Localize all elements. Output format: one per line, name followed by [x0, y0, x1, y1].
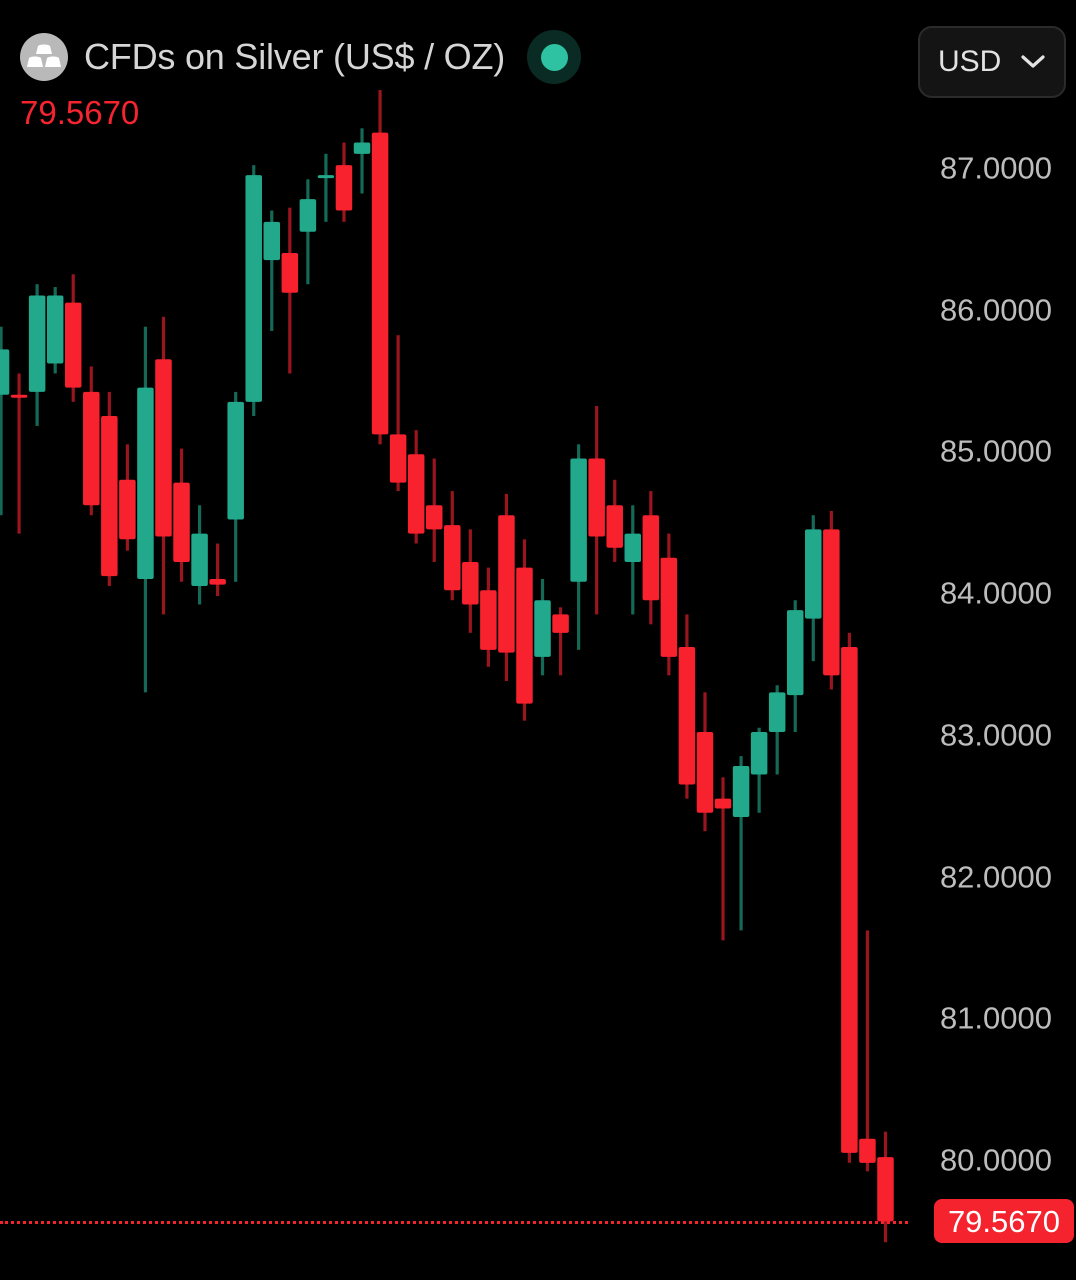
candle-body — [823, 529, 840, 676]
candle-body — [444, 525, 461, 591]
candle-wick — [306, 179, 310, 285]
last-price-value: 79.5670 — [20, 94, 140, 131]
candle-body — [552, 614, 569, 633]
candle-body — [227, 401, 244, 520]
page-title: CFDs on Silver (US$ / OZ) — [84, 36, 506, 77]
symbol-row[interactable]: CFDs on Silver (US$ / OZ) — [20, 30, 582, 84]
candle-body — [209, 578, 226, 585]
candle-body — [570, 458, 587, 582]
candle-body — [877, 1157, 894, 1222]
candle-body — [534, 600, 551, 657]
candle-body — [281, 253, 299, 293]
axis-label: 86.0000 — [939, 292, 1052, 328]
candle-body — [714, 798, 732, 809]
current-price-badge: 79.5670 — [933, 1199, 1074, 1244]
candle-body — [750, 732, 768, 775]
candle-body — [353, 142, 371, 154]
axis-label: 81.0000 — [939, 1000, 1052, 1036]
candle-wick — [721, 777, 725, 941]
candle-body — [588, 458, 605, 537]
candle-body — [119, 479, 136, 540]
candle-body — [137, 387, 154, 579]
chart-header: CFDs on Silver (US$ / OZ) 79.5670 USD — [0, 0, 1076, 129]
candle-body — [425, 505, 443, 530]
candle-body — [660, 557, 678, 657]
candlestick-chart[interactable] — [0, 0, 908, 1280]
candle-body — [263, 221, 281, 261]
candle-body — [335, 165, 353, 211]
candle-body — [805, 529, 822, 619]
candle-body — [696, 732, 714, 813]
silver-bars-icon — [20, 33, 68, 81]
candle-body — [83, 391, 100, 506]
candle-layer — [0, 90, 894, 1243]
candle-body — [101, 416, 118, 577]
candle-body — [407, 454, 425, 534]
market-open-dot-icon — [527, 30, 582, 84]
candle-body — [173, 482, 190, 562]
candle-body — [606, 505, 623, 548]
candle-body — [732, 766, 750, 818]
candle-body — [10, 394, 28, 398]
candle-wick — [17, 373, 21, 534]
candle-body — [389, 434, 407, 483]
candle-wick — [558, 607, 563, 676]
candle-body — [480, 590, 497, 650]
candle-body — [28, 295, 46, 392]
candle-body — [786, 610, 804, 696]
candle-body — [462, 561, 479, 605]
candle-body — [64, 302, 82, 388]
candle-body — [642, 515, 660, 601]
candle-wick — [739, 756, 743, 931]
axis-label: 80.0000 — [939, 1142, 1052, 1178]
candle-body — [624, 533, 642, 562]
current-price-line — [0, 1221, 908, 1225]
current-price-badge-text: 79.5670 — [947, 1203, 1060, 1239]
candle-body — [768, 692, 786, 733]
candle-body — [46, 295, 64, 364]
status-dot — [540, 43, 568, 71]
candle-wick — [324, 153, 328, 222]
price-axis[interactable]: 87.0000 86.0000 85.0000 84.0000 83.0000 82.00… — [908, 0, 1076, 1280]
chevron-down-icon — [1020, 54, 1046, 70]
candle-body — [859, 1138, 876, 1163]
candle-body — [245, 175, 262, 402]
candle-body — [317, 175, 335, 179]
candle-body — [371, 132, 389, 435]
candle-wick — [270, 210, 274, 331]
currency-selected-value: USD — [938, 45, 1002, 78]
candle-wick — [396, 335, 400, 492]
candle-wick — [0, 326, 3, 516]
candle-body — [678, 646, 696, 785]
candle-body — [498, 515, 515, 653]
axis-label: 82.0000 — [939, 859, 1052, 895]
candle-body — [841, 646, 858, 1153]
candle-body — [516, 567, 533, 704]
candle-body — [0, 349, 10, 395]
candle-wick — [216, 543, 220, 596]
axis-label: 85.0000 — [939, 433, 1052, 469]
currency-selector[interactable]: USD — [918, 26, 1066, 98]
candle-body — [191, 533, 208, 587]
candle-body — [299, 199, 317, 232]
axis-label: 83.0000 — [939, 717, 1052, 753]
candle-body — [155, 359, 172, 537]
axis-label: 87.0000 — [939, 150, 1052, 186]
candle-wick — [360, 128, 364, 194]
axis-label: 84.0000 — [939, 575, 1052, 611]
candle-wick — [865, 930, 870, 1172]
